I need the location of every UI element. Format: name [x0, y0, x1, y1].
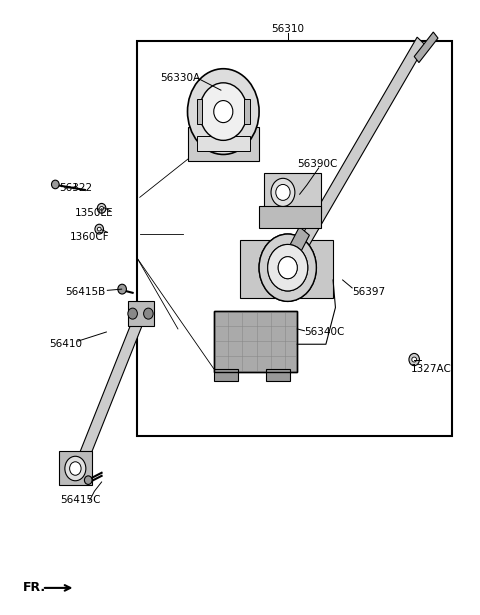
- Ellipse shape: [199, 83, 247, 140]
- Bar: [214, 311, 297, 372]
- Text: 56397: 56397: [352, 287, 385, 297]
- Polygon shape: [244, 100, 250, 124]
- Bar: [214, 369, 238, 381]
- Ellipse shape: [412, 357, 417, 362]
- Ellipse shape: [214, 101, 233, 122]
- Bar: [128, 301, 154, 326]
- Ellipse shape: [97, 204, 106, 213]
- Ellipse shape: [144, 308, 153, 319]
- Text: 56415B: 56415B: [65, 287, 105, 297]
- Polygon shape: [80, 314, 144, 458]
- Ellipse shape: [118, 284, 126, 294]
- Text: 56310: 56310: [271, 24, 304, 34]
- Polygon shape: [197, 100, 202, 124]
- Bar: [266, 369, 290, 381]
- Ellipse shape: [268, 244, 308, 291]
- Ellipse shape: [65, 456, 86, 481]
- Ellipse shape: [259, 234, 316, 301]
- Text: 1350LE: 1350LE: [75, 208, 114, 218]
- Bar: [137, 41, 452, 436]
- Text: 1327AC: 1327AC: [410, 363, 451, 374]
- Ellipse shape: [97, 228, 101, 231]
- Text: 1360CF: 1360CF: [70, 232, 109, 242]
- Text: 56415C: 56415C: [60, 495, 100, 506]
- Ellipse shape: [188, 69, 259, 154]
- Bar: [59, 451, 92, 485]
- Polygon shape: [290, 227, 310, 253]
- Bar: [259, 207, 321, 228]
- Ellipse shape: [278, 256, 297, 279]
- Bar: [197, 136, 250, 151]
- Ellipse shape: [268, 244, 308, 291]
- Ellipse shape: [128, 308, 137, 319]
- Polygon shape: [414, 32, 438, 63]
- Ellipse shape: [271, 178, 295, 207]
- Ellipse shape: [100, 207, 104, 210]
- Ellipse shape: [84, 476, 92, 485]
- Ellipse shape: [278, 256, 297, 279]
- Bar: [214, 311, 297, 372]
- Bar: [240, 240, 333, 298]
- Text: 56322: 56322: [59, 183, 92, 193]
- Ellipse shape: [51, 180, 59, 189]
- Ellipse shape: [259, 234, 316, 301]
- Ellipse shape: [276, 184, 290, 200]
- Text: 56330A: 56330A: [160, 73, 201, 83]
- Ellipse shape: [95, 224, 104, 234]
- Text: 56390C: 56390C: [297, 159, 337, 169]
- Text: 56340C: 56340C: [304, 327, 345, 337]
- Bar: [264, 173, 321, 213]
- Polygon shape: [298, 37, 426, 250]
- Ellipse shape: [70, 462, 81, 475]
- Text: 56410: 56410: [49, 339, 82, 349]
- Bar: [188, 127, 259, 161]
- Text: FR.: FR.: [23, 581, 47, 595]
- Ellipse shape: [409, 354, 420, 366]
